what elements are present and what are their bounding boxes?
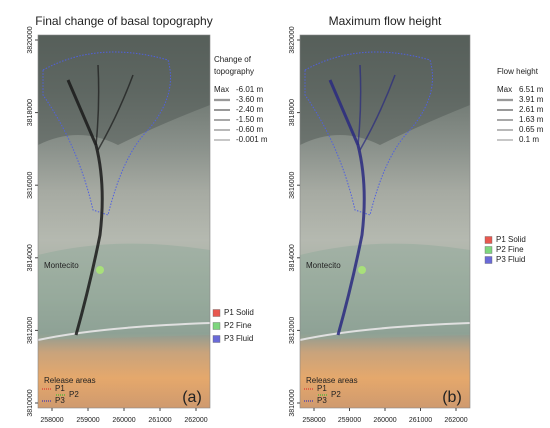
release-label: P3 [317, 396, 327, 405]
y-tick-label: 3814000 [27, 244, 34, 271]
place-marker [96, 266, 104, 274]
y-tick-label: 3816000 [27, 171, 34, 198]
debris-channel [66, 79, 104, 336]
x-tick-label: 262000 [444, 417, 467, 424]
source-swatch [484, 256, 493, 264]
legend-max: Max [497, 85, 512, 94]
panel-label: (b) [442, 389, 462, 406]
source-label: P3 Fluid [496, 255, 525, 264]
x-tick-label: 258000 [302, 417, 325, 424]
legend-item: 1.63 m [519, 115, 544, 124]
release-label: P1 [317, 384, 327, 393]
panel: Montecito Final change of basal topograph… [27, 14, 268, 424]
mountain-shade [38, 35, 210, 145]
legend-item: 2.61 m [519, 105, 544, 114]
source-label: P1 Solid [224, 308, 254, 317]
release-label: P1 [55, 384, 65, 393]
y-tick-label: 3818000 [27, 99, 34, 126]
legend-item: -3.60 m [236, 95, 263, 104]
source-label: P2 Fine [224, 321, 252, 330]
legend-title: Flow height [497, 67, 539, 76]
source-label: P3 Fluid [224, 334, 253, 343]
y-tick-label: 3816000 [289, 171, 296, 198]
source-swatch [212, 335, 221, 343]
legend-item: 0.1 m [519, 135, 539, 144]
y-tick-label: 3812000 [289, 317, 296, 344]
legend-item: -1.50 m [236, 115, 263, 124]
catchment-outline [304, 51, 433, 216]
coast [299, 322, 471, 341]
panel-title: Maximum flow height [329, 14, 442, 28]
source-swatch [212, 309, 221, 317]
legend-item: 6.51 m [519, 85, 544, 94]
y-tick-label: 3820000 [289, 26, 296, 53]
source-swatch [484, 246, 493, 254]
legend-item: -0.60 m [236, 125, 263, 134]
panel-label: (a) [182, 389, 202, 406]
panel-title: Final change of basal topography [35, 14, 212, 28]
release-label: P2 [69, 390, 79, 399]
place-label: Montecito [44, 261, 79, 270]
y-tick-label: 3814000 [289, 244, 296, 271]
x-tick-label: 260000 [373, 417, 396, 424]
legend-title: Change of [214, 55, 252, 64]
place-marker [358, 266, 366, 274]
y-tick-label: 3810000 [27, 389, 34, 416]
x-tick-label: 259000 [76, 417, 99, 424]
source-swatch [484, 236, 493, 244]
x-tick-label: 262000 [184, 417, 207, 424]
urban-area [300, 243, 470, 340]
x-tick-label: 259000 [338, 417, 361, 424]
release-label: P2 [331, 390, 341, 399]
y-tick-label: 3818000 [289, 99, 296, 126]
source-label: P1 Solid [496, 235, 526, 244]
y-tick-label: 3820000 [27, 26, 34, 53]
urban-area [38, 243, 210, 340]
x-tick-label: 258000 [40, 417, 63, 424]
legend-item: 0.65 m [519, 125, 544, 134]
x-tick-label: 261000 [409, 417, 432, 424]
legend-max: Max [214, 85, 229, 94]
legend-item: -0.001 m [236, 135, 268, 144]
place-label: Montecito [306, 261, 341, 270]
legend-title: topography [214, 67, 254, 76]
catchment-outline [42, 51, 171, 216]
panel: Montecito Maximum flow height (b) 3820000 38… [289, 14, 544, 424]
legend-item: -2.40 m [236, 105, 263, 114]
release-title: Release areas [306, 376, 358, 385]
y-tick-label: 3810000 [289, 389, 296, 416]
legend-item: 3.91 m [519, 95, 544, 104]
legend-item: -6.01 m [236, 85, 263, 94]
release-label: P3 [55, 396, 65, 405]
x-tick-label: 261000 [148, 417, 171, 424]
source-swatch [212, 322, 221, 330]
debris-branch [95, 64, 134, 151]
source-label: P2 Fine [496, 245, 524, 254]
y-tick-label: 3812000 [27, 317, 34, 344]
coast [37, 322, 211, 341]
release-title: Release areas [44, 376, 96, 385]
debris-channel [328, 79, 366, 336]
x-tick-label: 260000 [112, 417, 135, 424]
mountain-shade [300, 35, 470, 145]
debris-branch [357, 64, 396, 151]
